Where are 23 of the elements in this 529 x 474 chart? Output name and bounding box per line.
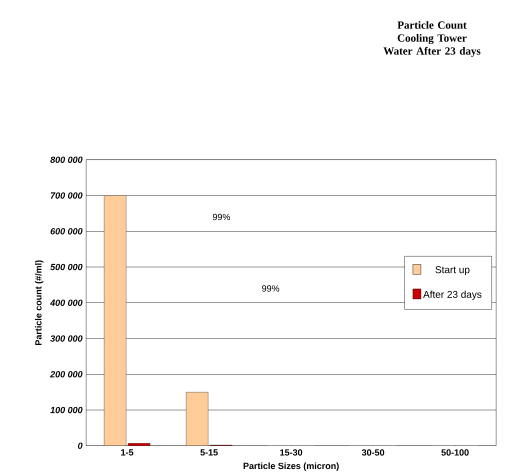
y-tick-label: 700 000	[50, 192, 82, 199]
annotation: 99%	[262, 285, 280, 292]
y-tick-label: 800 000	[50, 156, 82, 163]
x-tick-label: 15-30	[280, 449, 302, 456]
y-tick-label: 100 000	[50, 406, 82, 414]
y-tick-label: 400 000	[50, 300, 82, 306]
y-tick-label: 300 000	[50, 335, 82, 342]
x-tick-label: 1-5	[121, 449, 134, 456]
legend-label: Start up	[435, 266, 470, 276]
x-axis-title: Particle Sizes (micron)	[244, 462, 339, 471]
x-tick-label: 30-50	[362, 449, 384, 456]
y-tick-label: 200 000	[50, 371, 82, 378]
y-axis-title: Particle count (#/ml)	[34, 260, 44, 345]
x-tick-label: 50-100	[441, 449, 469, 456]
y-tick-label: 600 000	[50, 228, 82, 234]
bar	[186, 392, 208, 446]
y-tick-label: 0	[78, 442, 83, 449]
legend-label: After 23 days	[423, 290, 482, 300]
y-tick-label: 500 000	[50, 264, 82, 270]
bar	[104, 195, 126, 446]
annotation: 99%	[212, 214, 230, 220]
x-tick-label: 5-15	[200, 449, 218, 456]
chart-title: Particle Count Cooling Tower Water After 23 days	[383, 20, 480, 57]
